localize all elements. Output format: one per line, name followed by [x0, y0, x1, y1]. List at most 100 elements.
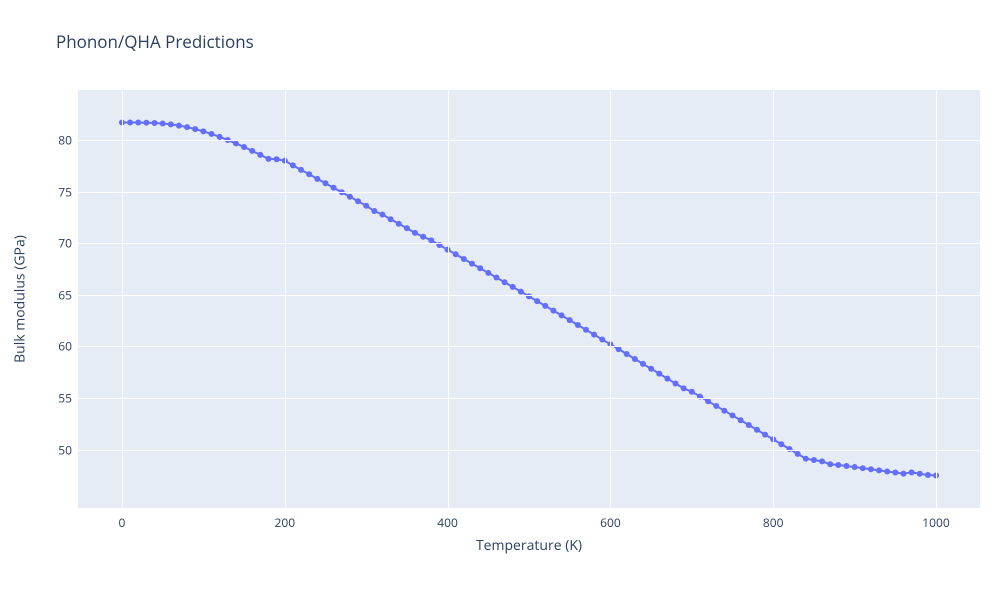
data-point: [200, 128, 206, 134]
data-point: [542, 303, 548, 309]
data-point: [583, 327, 589, 333]
data-point: [510, 284, 516, 290]
data-series: [78, 90, 980, 508]
data-point: [762, 432, 768, 438]
data-point: [550, 308, 556, 314]
gridline-v: [610, 90, 611, 508]
data-point: [648, 366, 654, 372]
data-point: [534, 298, 540, 304]
data-point: [502, 279, 508, 285]
data-point: [453, 251, 459, 257]
data-point: [184, 124, 190, 130]
data-point: [559, 312, 565, 318]
y-tick-label: 65: [58, 286, 78, 303]
data-point: [355, 198, 361, 204]
data-point: [363, 203, 369, 209]
data-point: [209, 131, 215, 137]
y-tick-label: 60: [58, 338, 78, 355]
data-point: [168, 121, 174, 127]
data-point: [461, 256, 467, 262]
data-point: [852, 464, 858, 470]
data-point: [257, 152, 263, 158]
data-point: [388, 216, 394, 222]
data-point: [371, 208, 377, 214]
data-point: [249, 148, 255, 154]
data-point: [624, 351, 630, 357]
data-point: [298, 167, 304, 173]
data-point: [127, 119, 133, 125]
data-point: [917, 471, 923, 477]
data-point: [705, 398, 711, 404]
y-tick-label: 80: [58, 132, 78, 149]
x-tick-label: 400: [437, 508, 458, 531]
data-point: [396, 221, 402, 227]
x-tick-label: 0: [119, 508, 126, 531]
data-point: [778, 441, 784, 447]
data-point: [135, 119, 141, 125]
data-point: [290, 162, 296, 168]
plot-area: Temperature (K) 505560657075800200400600…: [78, 90, 980, 508]
data-point: [803, 456, 809, 462]
gridline-h: [78, 192, 980, 193]
data-point: [689, 389, 695, 395]
data-point: [884, 468, 890, 474]
data-point: [274, 156, 280, 162]
gridline-h: [78, 450, 980, 451]
data-point: [892, 470, 898, 476]
gridline-h: [78, 295, 980, 296]
data-point: [860, 465, 866, 471]
data-point: [322, 180, 328, 186]
x-tick-label: 800: [763, 508, 784, 531]
data-point: [518, 289, 524, 295]
x-tick-label: 200: [274, 508, 295, 531]
data-point: [477, 265, 483, 271]
data-point: [217, 134, 223, 140]
data-point: [567, 317, 573, 323]
data-point: [819, 458, 825, 464]
data-point: [412, 230, 418, 236]
y-axis-label: Bulk modulus (GPa): [11, 235, 30, 363]
data-point: [730, 412, 736, 418]
data-point: [827, 461, 833, 467]
gridline-h: [78, 140, 980, 141]
data-point: [713, 403, 719, 409]
data-point: [575, 322, 581, 328]
data-point: [632, 356, 638, 362]
data-point: [599, 336, 605, 342]
data-point: [900, 471, 906, 477]
x-tick-label: 600: [600, 508, 621, 531]
gridline-h: [78, 346, 980, 347]
data-point: [591, 332, 597, 338]
data-point: [876, 467, 882, 473]
data-point: [795, 451, 801, 457]
data-point: [469, 261, 475, 267]
data-point: [152, 120, 158, 126]
data-point: [331, 185, 337, 191]
y-tick-label: 55: [58, 390, 78, 407]
data-point: [754, 427, 760, 433]
y-tick-label: 50: [58, 441, 78, 458]
gridline-h: [78, 398, 980, 399]
gridline-v: [448, 90, 449, 508]
data-point: [379, 212, 385, 218]
gridline-v: [122, 90, 123, 508]
data-point: [241, 144, 247, 150]
chart-title: Phonon/QHA Predictions: [56, 30, 254, 53]
data-point: [493, 275, 499, 281]
data-point: [664, 376, 670, 382]
data-point: [738, 417, 744, 423]
x-tick-label: 1000: [922, 508, 949, 531]
data-point: [811, 457, 817, 463]
data-point: [925, 472, 931, 478]
data-point: [176, 123, 182, 129]
data-point: [404, 225, 410, 231]
data-point: [143, 120, 149, 126]
gridline-v: [285, 90, 286, 508]
data-point: [681, 385, 687, 391]
data-point: [420, 234, 426, 240]
data-point: [656, 371, 662, 377]
gridline-h: [78, 243, 980, 244]
y-tick-label: 75: [58, 183, 78, 200]
data-point: [640, 361, 646, 367]
data-point: [306, 171, 312, 177]
